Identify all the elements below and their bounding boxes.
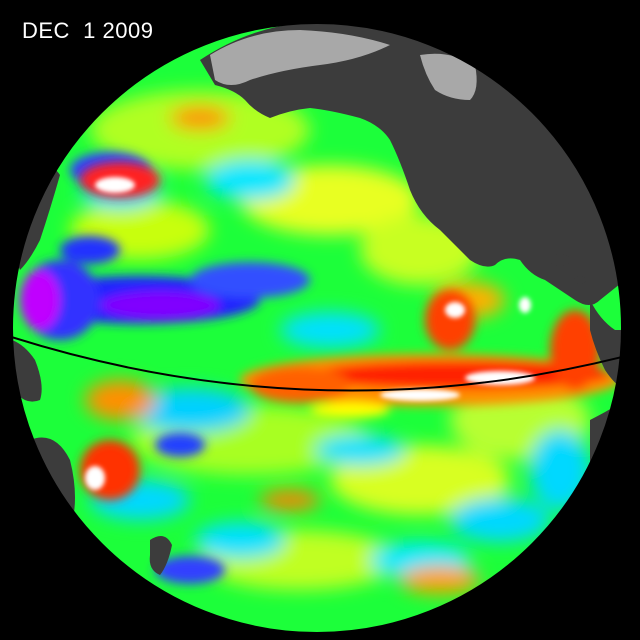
caribbean-island — [550, 254, 570, 266]
greenland-ice — [420, 53, 477, 100]
caribbean-island — [574, 276, 586, 284]
maritime-continent-land — [12, 340, 42, 402]
arctic-ice — [210, 30, 390, 85]
equator-line — [12, 334, 622, 392]
central-america-land — [590, 300, 622, 390]
new-zealand-land — [149, 536, 172, 575]
date-label: DEC 1 2009 — [22, 18, 154, 43]
globe-outline — [11, 22, 623, 634]
south-america-land — [590, 400, 622, 605]
ice-regions — [210, 30, 477, 100]
